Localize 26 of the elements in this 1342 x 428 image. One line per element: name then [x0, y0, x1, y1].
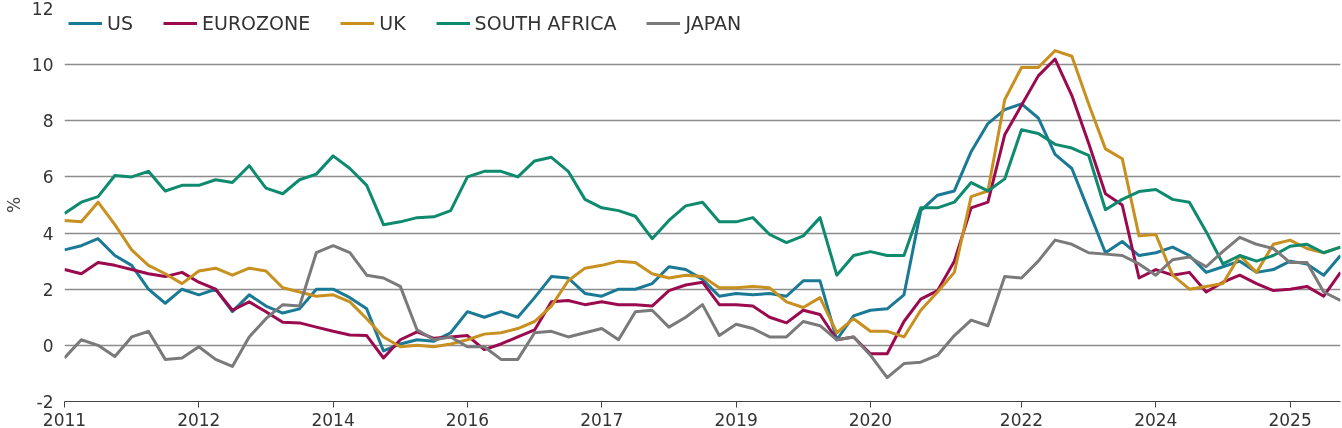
- y-tick-label: 12: [31, 0, 54, 19]
- y-tick-label: 4: [42, 223, 54, 244]
- y-axis-title: %: [3, 196, 24, 214]
- y-tick-label: 0: [42, 335, 54, 356]
- y-tick-label: 6: [42, 167, 54, 188]
- x-tick-label: 2019: [714, 409, 758, 428]
- legend-label: EUROZONE: [201, 12, 311, 34]
- legend-label: UK: [379, 12, 406, 34]
- y-tick-label: 8: [42, 111, 54, 132]
- x-tick-label: 2020: [848, 409, 893, 428]
- line-series: [64, 128, 1341, 277]
- legend-label: JAPAN: [685, 12, 742, 34]
- x-tick-label: 2014: [311, 409, 355, 428]
- y-tick-label: 10: [31, 55, 54, 76]
- x-tick-label: 2024: [1134, 409, 1178, 428]
- line-series: [64, 235, 1341, 380]
- x-tick-label: 2025: [1268, 409, 1312, 428]
- legend-label: US: [107, 12, 133, 34]
- x-tick-label: 2016: [445, 409, 490, 428]
- y-tick-label: 2: [42, 279, 54, 300]
- x-tick-label: 2012: [177, 409, 221, 428]
- y-tick-label: -2: [36, 392, 54, 412]
- x-tick-label: 2022: [999, 409, 1044, 428]
- legend-label: SOUTH AFRICA: [474, 12, 617, 34]
- x-tick-label: 2017: [580, 409, 624, 428]
- x-tick-label: 2011: [42, 409, 87, 428]
